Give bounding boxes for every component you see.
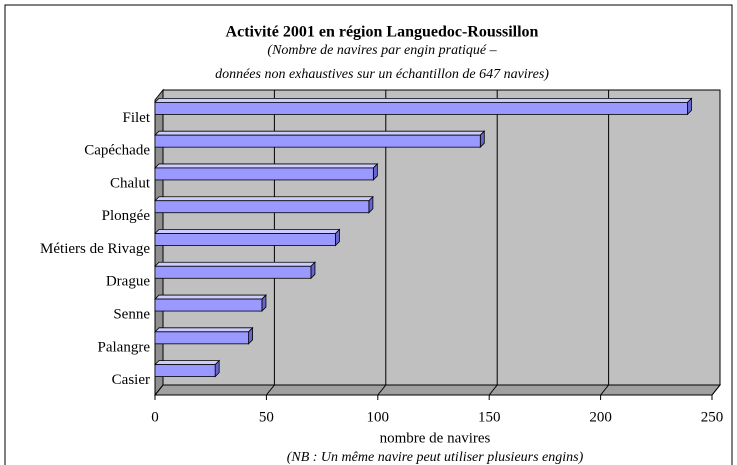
x-tick-label: 50 — [259, 409, 274, 425]
bar-top — [154, 327, 254, 333]
grid-line — [600, 384, 609, 396]
bar — [154, 200, 370, 214]
grid-line — [488, 384, 498, 396]
bar-top — [154, 130, 486, 136]
chart-subtitle: données non exhaustives sur un échantill… — [215, 67, 549, 82]
x-tick-label: 200 — [589, 409, 612, 425]
grid-line — [377, 384, 387, 396]
y-tick-label: Plongée — [102, 208, 151, 224]
bar — [154, 331, 249, 345]
y-tick-label: Métiers de Rivage — [40, 241, 150, 257]
chart-subtitle: (Nombre de navires par engin pratiqué – — [267, 43, 497, 58]
bar — [154, 233, 336, 246]
bar — [154, 364, 216, 378]
bar-top — [154, 196, 374, 202]
y-tick-label: Casier — [112, 372, 150, 388]
x-tick-label: 0 — [151, 409, 159, 425]
grid-line — [154, 384, 164, 396]
y-tick-label: Capéchade — [84, 143, 150, 159]
y-tick-label: Filet — [122, 110, 150, 126]
bar-top — [154, 360, 221, 366]
plot-floor — [153, 384, 722, 396]
bar-top — [154, 294, 267, 300]
note: (NB : Un même navire peut utiliser plusi… — [287, 450, 584, 465]
x-tick-label: 100 — [367, 409, 390, 425]
grid-line — [266, 384, 275, 396]
x-tick-label: 250 — [701, 409, 724, 425]
bar-top — [154, 229, 341, 234]
x-axis-label: nombre de navires — [380, 430, 491, 446]
bar-top — [154, 163, 379, 169]
y-tick-label: Palangre — [98, 339, 151, 355]
x-tick-label: 150 — [478, 409, 501, 425]
y-tick-label: Chalut — [110, 175, 151, 191]
bar-top — [154, 97, 693, 103]
y-tick-label: Senne — [113, 306, 150, 322]
grid-line — [711, 384, 721, 396]
bar — [154, 101, 688, 115]
y-tick-label: Drague — [106, 274, 150, 290]
bar — [154, 298, 263, 312]
chart-title: Activité 2001 en région Languedoc-Roussi… — [226, 24, 539, 41]
bar — [154, 167, 374, 181]
bar — [154, 265, 312, 279]
bar — [154, 134, 481, 148]
bar-top — [154, 261, 316, 267]
